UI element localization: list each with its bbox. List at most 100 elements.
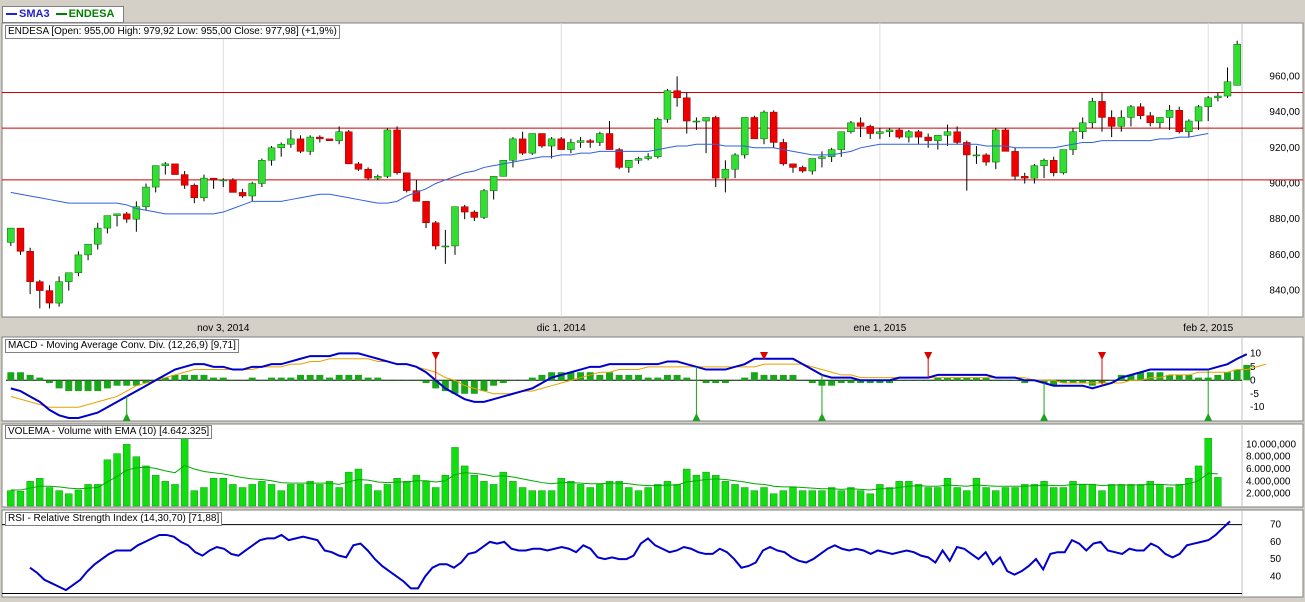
candle-up bbox=[827, 149, 836, 157]
macd-y-tick: 0 bbox=[1250, 375, 1256, 386]
macd-histogram-bar bbox=[161, 377, 169, 381]
volume-bar bbox=[364, 484, 372, 507]
candle-up bbox=[258, 160, 266, 184]
volume-bar bbox=[441, 474, 450, 507]
macd-histogram-bar bbox=[1069, 380, 1077, 383]
macd-histogram-bar bbox=[876, 380, 884, 383]
volume-bar bbox=[142, 465, 150, 507]
candle-down bbox=[431, 222, 440, 247]
price-x-tick: ene 1, 2015 bbox=[853, 323, 906, 334]
candle-up bbox=[248, 183, 256, 197]
macd-histogram-bar bbox=[635, 374, 642, 381]
candle-down bbox=[316, 136, 324, 140]
candle-up bbox=[1088, 101, 1097, 124]
candle-up bbox=[335, 131, 343, 141]
volume-bar bbox=[84, 484, 92, 507]
volume-bar bbox=[837, 490, 845, 507]
volume-bar bbox=[248, 484, 256, 507]
volume-bar bbox=[1156, 484, 1164, 507]
macd-histogram-bar bbox=[200, 374, 208, 381]
volume-bar bbox=[36, 478, 44, 507]
candle-down bbox=[190, 185, 199, 199]
macd-histogram-bar bbox=[461, 380, 469, 394]
volume-bar bbox=[1078, 484, 1087, 507]
volume-bar bbox=[412, 474, 421, 507]
macd-histogram-bar bbox=[94, 380, 102, 392]
macd-histogram-bar bbox=[847, 380, 855, 383]
macd-histogram-bar bbox=[953, 377, 961, 381]
volume-bar bbox=[470, 474, 479, 507]
macd-histogram-bar bbox=[441, 380, 449, 392]
volume-bar bbox=[1088, 484, 1097, 507]
macd-histogram-bar bbox=[393, 380, 401, 381]
candle-up bbox=[567, 142, 575, 150]
candle-down bbox=[1011, 151, 1019, 177]
candle-down bbox=[963, 142, 971, 156]
volume-bar bbox=[576, 484, 585, 507]
volume-bar bbox=[1030, 484, 1039, 507]
volume-bar bbox=[267, 484, 276, 507]
volume-bar bbox=[518, 487, 527, 507]
macd-histogram-bar bbox=[606, 372, 613, 381]
volume-bar bbox=[1050, 487, 1058, 507]
macd-histogram-bar bbox=[683, 377, 691, 381]
macd-histogram-bar bbox=[190, 374, 198, 381]
macd-histogram-bar bbox=[345, 374, 353, 381]
candle-up bbox=[528, 133, 536, 154]
macd-histogram-bar bbox=[548, 372, 556, 381]
volume-bar bbox=[547, 490, 556, 507]
macd-buy-marker bbox=[1040, 413, 1049, 421]
candle-down bbox=[605, 133, 614, 150]
candle-down bbox=[1146, 115, 1154, 124]
macd-histogram-bar bbox=[219, 377, 227, 381]
macd-histogram-bar bbox=[934, 377, 942, 381]
price-y-tick: 880,00 bbox=[1269, 214, 1300, 225]
candle-down bbox=[750, 117, 759, 140]
macd-histogram-bar bbox=[895, 380, 903, 381]
macd-sell-marker bbox=[760, 352, 769, 360]
macd-histogram-bar bbox=[403, 380, 411, 381]
volume-bar bbox=[55, 490, 63, 507]
macd-histogram-bar bbox=[1040, 380, 1048, 383]
volume-bar bbox=[702, 471, 710, 507]
macd-histogram-bar bbox=[770, 374, 778, 381]
macd-histogram-bar bbox=[316, 374, 324, 381]
volume-bar bbox=[856, 490, 865, 507]
candle-up bbox=[972, 154, 981, 157]
volume-bar bbox=[1117, 484, 1125, 507]
candle-down bbox=[856, 122, 865, 127]
volume-bar bbox=[190, 490, 198, 507]
macd-histogram-bar bbox=[1050, 380, 1058, 386]
macd-panel-header: MACD - Moving Average Conv. Div. (12,26,… bbox=[5, 339, 239, 353]
candle-up bbox=[1185, 120, 1193, 132]
candle-up bbox=[692, 120, 701, 123]
macd-histogram-bar bbox=[866, 380, 874, 383]
rsi-y-tick: 60 bbox=[1270, 537, 1282, 548]
volume-bar bbox=[403, 481, 411, 507]
volume-bar bbox=[1069, 481, 1077, 507]
macd-histogram-bar bbox=[915, 380, 922, 381]
price-x-tick: nov 3, 2014 bbox=[197, 323, 250, 334]
macd-histogram-bar bbox=[663, 374, 671, 381]
volume-bar bbox=[258, 481, 266, 507]
macd-histogram-bar bbox=[1079, 380, 1087, 383]
volume-bar bbox=[1107, 484, 1116, 507]
candle-down bbox=[209, 177, 218, 181]
volume-y-tick: 8.000,000 bbox=[1246, 452, 1291, 463]
volume-bar bbox=[760, 487, 768, 507]
candle-up bbox=[451, 206, 459, 247]
volume-y-tick: 4.000,000 bbox=[1246, 476, 1291, 487]
candle-up bbox=[74, 254, 83, 273]
candle-up bbox=[113, 213, 121, 216]
volume-bar bbox=[489, 484, 498, 507]
volume-bar bbox=[316, 484, 324, 507]
candle-up bbox=[634, 158, 643, 161]
candle-down bbox=[866, 126, 874, 134]
macd-histogram-bar bbox=[750, 372, 758, 381]
volume-bar bbox=[876, 484, 884, 507]
macd-histogram-bar bbox=[432, 380, 440, 389]
macd-histogram-bar bbox=[26, 374, 34, 381]
volume-bar bbox=[663, 481, 672, 507]
volume-bar bbox=[383, 484, 392, 507]
candle-up bbox=[489, 176, 498, 191]
